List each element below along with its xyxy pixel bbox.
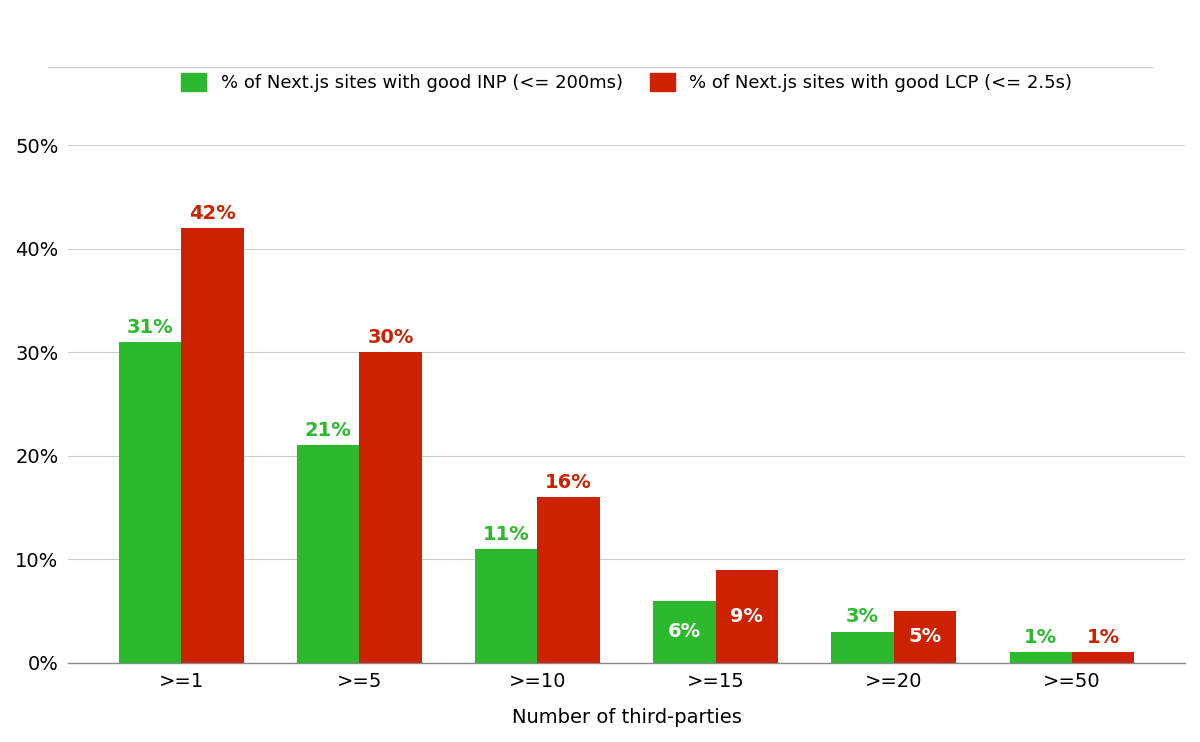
Text: 1%: 1% xyxy=(1024,628,1057,647)
Text: 3%: 3% xyxy=(846,608,880,626)
Bar xyxy=(475,549,538,663)
Bar xyxy=(894,611,956,663)
Bar xyxy=(359,352,421,663)
Text: 1%: 1% xyxy=(1086,628,1120,647)
Text: 30%: 30% xyxy=(367,328,414,347)
Bar xyxy=(1072,652,1134,663)
X-axis label: Number of third-parties: Number of third-parties xyxy=(511,708,742,727)
Bar xyxy=(1009,652,1072,663)
Text: 11%: 11% xyxy=(482,525,529,544)
Bar xyxy=(653,600,715,663)
Bar xyxy=(538,497,600,663)
Text: 5%: 5% xyxy=(908,627,942,646)
Text: 16%: 16% xyxy=(545,473,592,492)
Bar xyxy=(119,342,181,663)
Text: 9%: 9% xyxy=(731,606,763,626)
Bar xyxy=(181,229,244,663)
Text: 21%: 21% xyxy=(305,421,352,440)
Text: 42%: 42% xyxy=(190,204,235,223)
Text: 31%: 31% xyxy=(127,318,173,337)
Bar xyxy=(832,631,894,663)
Text: 6%: 6% xyxy=(668,622,701,641)
Bar xyxy=(296,445,359,663)
Legend: % of Next.js sites with good INP (<= 200ms), % of Next.js sites with good LCP (<: % of Next.js sites with good INP (<= 200… xyxy=(172,64,1081,101)
Bar xyxy=(715,570,778,663)
